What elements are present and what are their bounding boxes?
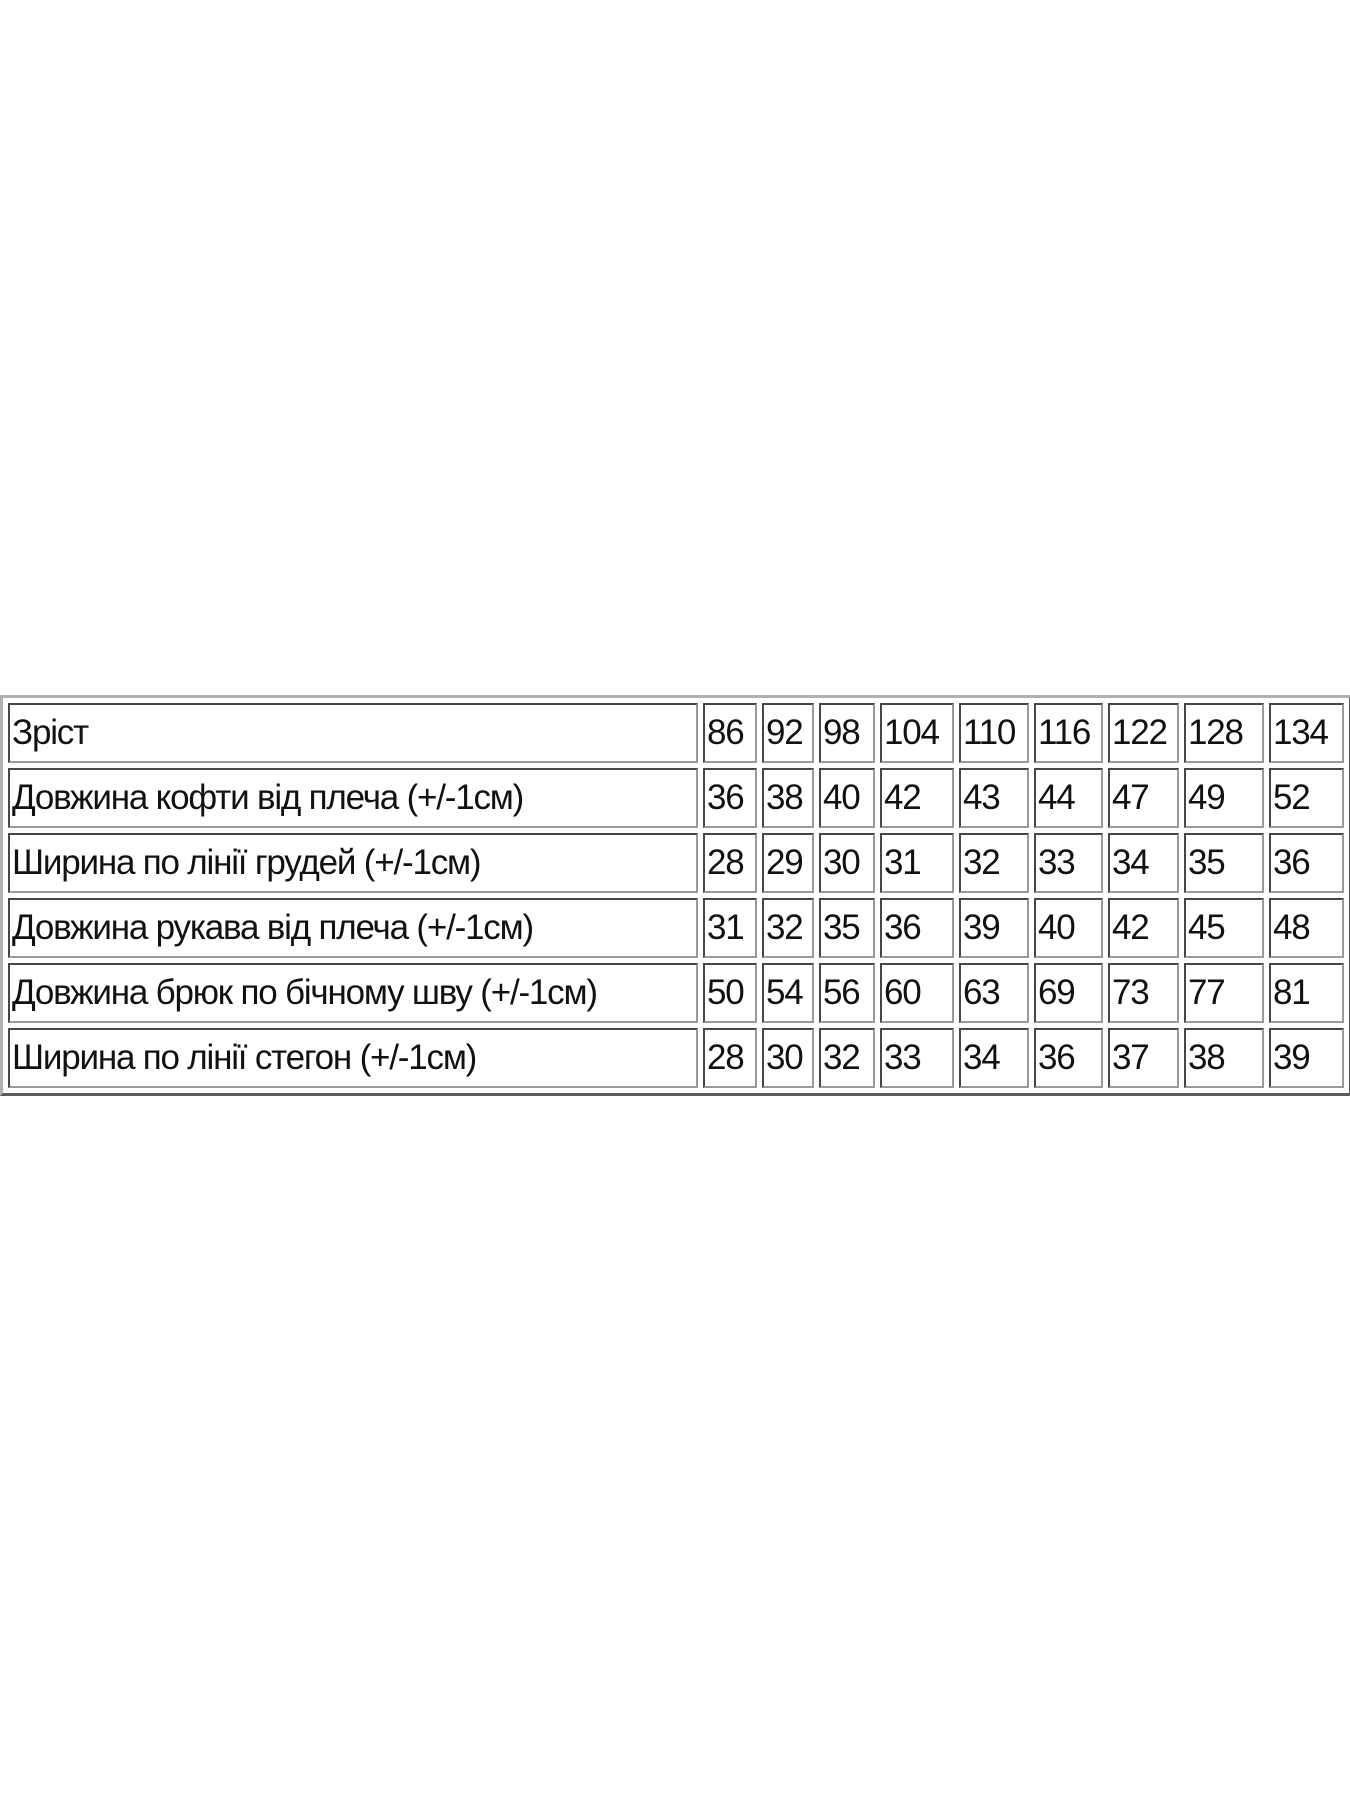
- value-cell: 36: [703, 768, 757, 828]
- size-table: Зріст 86 92 98 104 110 116 122 128 134 Довжина коф…: [0, 695, 1350, 1096]
- size-header-cell: 128: [1184, 703, 1264, 763]
- row-label: Довжина кофти від плеча (+/-1см): [8, 768, 698, 828]
- table-row: Довжина брюк по бічному шву (+/-1см) 50 54…: [8, 963, 1344, 1023]
- value-cell: 33: [1034, 833, 1103, 893]
- value-cell: 38: [1184, 1028, 1264, 1088]
- value-cell: 31: [880, 833, 954, 893]
- value-cell: 44: [1034, 768, 1103, 828]
- value-cell: 34: [959, 1028, 1029, 1088]
- value-cell: 36: [1034, 1028, 1103, 1088]
- size-header-cell: 110: [959, 703, 1029, 763]
- value-cell: 29: [762, 833, 814, 893]
- value-cell: 28: [703, 833, 757, 893]
- header-row: Зріст 86 92 98 104 110 116 122 128 134: [8, 703, 1344, 763]
- value-cell: 32: [819, 1028, 875, 1088]
- row-label: Довжина рукава від плеча (+/-1см): [8, 898, 698, 958]
- row-label: Зріст: [8, 703, 698, 763]
- value-cell: 35: [1184, 833, 1264, 893]
- table-row: Ширина по лінії грудей (+/-1см) 28 29 30 31 3…: [8, 833, 1344, 893]
- table-row: Довжина кофти від плеча (+/-1см) 36 38 40 42…: [8, 768, 1344, 828]
- value-cell: 42: [1108, 898, 1179, 958]
- value-cell: 33: [880, 1028, 954, 1088]
- value-cell: 56: [819, 963, 875, 1023]
- value-cell: 63: [959, 963, 1029, 1023]
- value-cell: 48: [1269, 898, 1344, 958]
- value-cell: 30: [762, 1028, 814, 1088]
- row-label: Довжина брюк по бічному шву (+/-1см): [8, 963, 698, 1023]
- value-cell: 49: [1184, 768, 1264, 828]
- value-cell: 52: [1269, 768, 1344, 828]
- value-cell: 50: [703, 963, 757, 1023]
- value-cell: 47: [1108, 768, 1179, 828]
- value-cell: 40: [1034, 898, 1103, 958]
- value-cell: 54: [762, 963, 814, 1023]
- value-cell: 32: [762, 898, 814, 958]
- value-cell: 35: [819, 898, 875, 958]
- value-cell: 38: [762, 768, 814, 828]
- value-cell: 60: [880, 963, 954, 1023]
- value-cell: 28: [703, 1028, 757, 1088]
- size-header-cell: 116: [1034, 703, 1103, 763]
- value-cell: 77: [1184, 963, 1264, 1023]
- value-cell: 31: [703, 898, 757, 958]
- size-header-cell: 98: [819, 703, 875, 763]
- table-row: Ширина по лінії стегон (+/-1см) 28 30 32 33 3…: [8, 1028, 1344, 1088]
- value-cell: 69: [1034, 963, 1103, 1023]
- value-cell: 73: [1108, 963, 1179, 1023]
- value-cell: 45: [1184, 898, 1264, 958]
- row-label: Ширина по лінії стегон (+/-1см): [8, 1028, 698, 1088]
- value-cell: 81: [1269, 963, 1344, 1023]
- row-label: Ширина по лінії грудей (+/-1см): [8, 833, 698, 893]
- value-cell: 39: [1269, 1028, 1344, 1088]
- size-header-cell: 134: [1269, 703, 1344, 763]
- value-cell: 40: [819, 768, 875, 828]
- value-cell: 42: [880, 768, 954, 828]
- size-header-cell: 92: [762, 703, 814, 763]
- size-header-cell: 86: [703, 703, 757, 763]
- size-header-cell: 104: [880, 703, 954, 763]
- value-cell: 32: [959, 833, 1029, 893]
- value-cell: 43: [959, 768, 1029, 828]
- value-cell: 34: [1108, 833, 1179, 893]
- value-cell: 37: [1108, 1028, 1179, 1088]
- value-cell: 36: [1269, 833, 1344, 893]
- value-cell: 39: [959, 898, 1029, 958]
- table-row: Довжина рукава від плеча (+/-1см) 31 32 35 3…: [8, 898, 1344, 958]
- size-header-cell: 122: [1108, 703, 1179, 763]
- value-cell: 30: [819, 833, 875, 893]
- size-chart: Зріст 86 92 98 104 110 116 122 128 134 Довжина коф…: [0, 695, 1350, 1096]
- value-cell: 36: [880, 898, 954, 958]
